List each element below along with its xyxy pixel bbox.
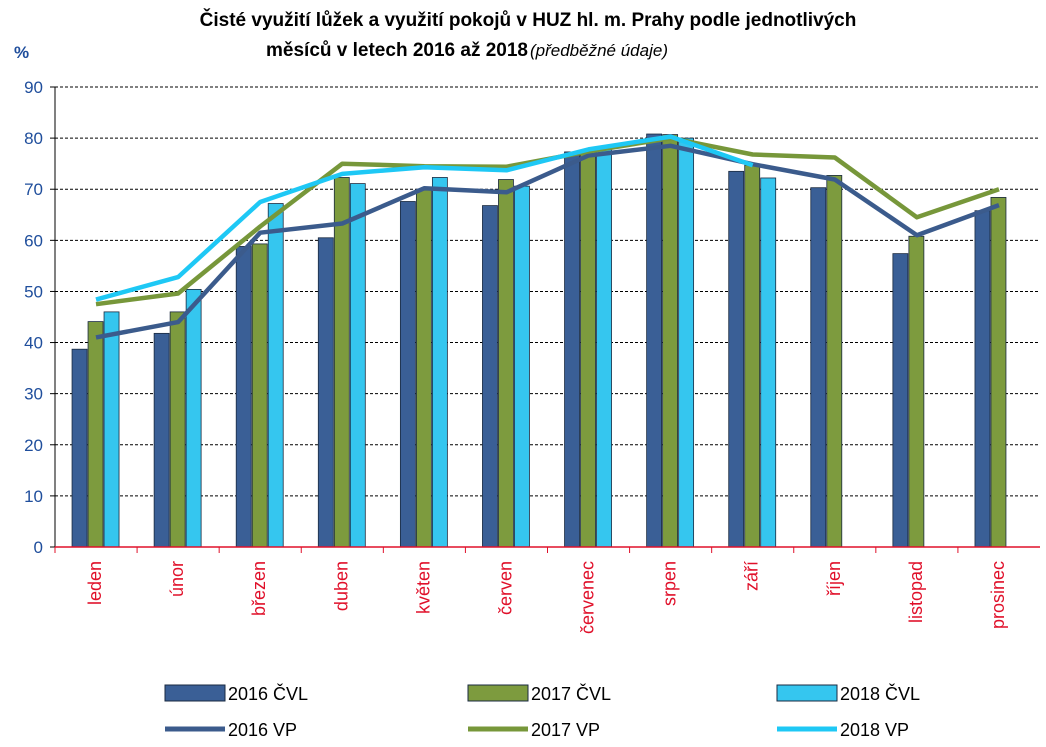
x-tick-label: leden — [85, 561, 105, 605]
bar — [744, 164, 761, 548]
bar — [760, 177, 777, 548]
chart-title: měsíců v letech 2016 až 2018 — [266, 40, 528, 61]
bar — [431, 177, 448, 548]
legend-swatch — [467, 684, 529, 702]
chart-subtitle: (předběžné údaje) — [530, 41, 668, 60]
bar — [153, 332, 170, 548]
bar — [974, 210, 991, 548]
y-tick-label: 70 — [24, 180, 43, 199]
bar — [169, 311, 186, 548]
legend-label: 2017 ČVL — [531, 683, 611, 704]
legend-swatch — [776, 684, 838, 702]
bar — [990, 196, 1007, 548]
bar — [596, 147, 612, 548]
bar — [87, 321, 104, 548]
bar — [908, 235, 925, 548]
bar — [71, 348, 88, 548]
y-tick-label: 0 — [34, 538, 43, 557]
line — [95, 143, 1000, 340]
x-tick-label: červen — [495, 561, 515, 615]
y-tick-label: 60 — [24, 231, 43, 250]
bar — [482, 205, 498, 548]
y-tick-label: 50 — [24, 282, 43, 301]
bar — [810, 187, 827, 548]
legend-label: 2016 VP — [228, 720, 297, 740]
bar — [185, 288, 202, 548]
x-tick-label: červenec — [578, 561, 598, 634]
x-tick-label: únor — [167, 561, 187, 597]
bar — [251, 243, 268, 548]
bar — [103, 311, 120, 548]
y-tick-label: 40 — [24, 334, 43, 353]
y-tick-label: 20 — [24, 436, 43, 455]
bar — [564, 151, 580, 548]
legend-label: 2016 ČVL — [228, 683, 308, 704]
y-axis-label: % — [14, 43, 29, 62]
x-tick-label: říjen — [824, 561, 844, 596]
bar — [514, 185, 530, 548]
y-tick-label: 10 — [24, 487, 43, 506]
bar — [317, 237, 334, 548]
line — [95, 135, 1000, 307]
legend-label: 2018 VP — [840, 720, 909, 740]
bar — [399, 201, 416, 548]
x-tick-label: květen — [413, 561, 433, 614]
legend-swatch — [164, 684, 226, 702]
legend-label: 2017 VP — [531, 720, 600, 740]
bar — [349, 183, 366, 548]
y-tick-label: 80 — [24, 129, 43, 148]
bar — [267, 203, 284, 548]
bar — [415, 188, 432, 548]
x-tick-label: březen — [249, 561, 269, 616]
bar — [498, 179, 514, 548]
legend-label: 2018 ČVL — [840, 683, 920, 704]
x-tick-label: prosinec — [988, 561, 1008, 629]
x-tick-label: srpen — [660, 561, 680, 606]
line — [95, 134, 754, 302]
bar — [826, 175, 843, 548]
bar — [580, 153, 596, 548]
bar — [333, 177, 350, 548]
x-tick-label: září — [742, 561, 762, 591]
bar — [728, 170, 745, 548]
bar — [646, 133, 663, 548]
x-tick-label: duben — [331, 561, 351, 611]
bar — [235, 246, 252, 548]
chart-title: Čisté využití lůžek a využití pokojů v H… — [200, 9, 857, 31]
y-tick-label: 90 — [24, 78, 43, 97]
bar — [662, 134, 679, 548]
bar — [678, 137, 695, 548]
bar — [892, 253, 909, 548]
x-tick-label: listopad — [906, 561, 926, 623]
y-tick-label: 30 — [24, 385, 43, 404]
